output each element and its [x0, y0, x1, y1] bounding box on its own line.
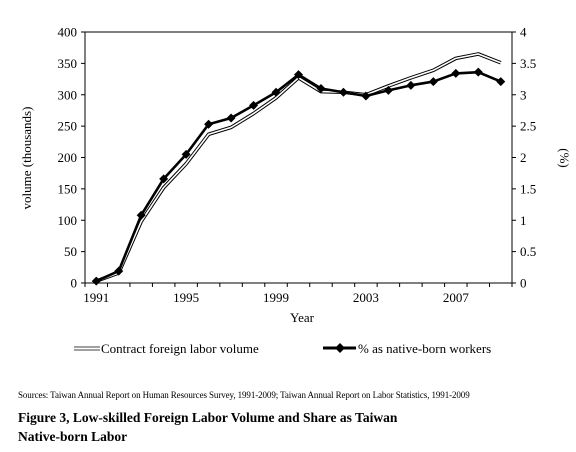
x-tick-label: 2003: [353, 290, 379, 305]
y-tick-label-left: 50: [64, 244, 77, 259]
y-tick-label-right: 0: [520, 276, 527, 291]
data-point-native-born-share: [361, 91, 371, 101]
y-tick-label-right: 4: [520, 25, 527, 40]
data-point-native-born-share: [249, 100, 259, 110]
data-point-native-born-share: [114, 266, 124, 276]
y-tick-label-right: 3.5: [520, 56, 536, 71]
data-point-native-born-share: [294, 70, 303, 80]
data-point-native-born-share: [226, 113, 236, 123]
y-tick-label-left: 200: [58, 150, 78, 165]
data-point-native-born-share: [496, 77, 506, 87]
legend-label-contract-foreign-labor: Contract foreign labor volume: [101, 341, 259, 356]
data-point-native-born-share: [91, 276, 101, 286]
y-tick-label-right: 2: [520, 150, 527, 165]
data-point-native-born-share: [473, 67, 483, 77]
y-tick-label-left: 400: [58, 25, 78, 40]
source-note: Sources: Taiwan Annual Report on Human R…: [18, 390, 470, 400]
x-tick-label: 1995: [173, 290, 199, 305]
figure-caption-line-2: Native-born Labor: [18, 429, 128, 444]
x-axis-label: Year: [290, 310, 315, 325]
y-tick-label-left: 150: [58, 181, 78, 196]
y-tick-label-left: 350: [58, 56, 78, 71]
figure-caption: Figure 3, Low-skilled Foreign Labor Volu…: [18, 408, 538, 446]
figure-caption-line-1: Figure 3, Low-skilled Foreign Labor Volu…: [18, 410, 398, 425]
legend: Contract foreign labor volume % as nativ…: [74, 341, 491, 356]
data-point-native-born-share: [451, 68, 461, 78]
y-tick-label-right: 1.5: [520, 181, 536, 196]
x-tick-label: 1999: [263, 290, 289, 305]
data-point-native-born-share: [181, 149, 191, 159]
y-tick-label-left: 300: [58, 87, 78, 102]
y-axis-label-left: volume (thousands): [19, 107, 34, 210]
y-axis-label-right: (%): [557, 148, 572, 168]
y-tick-label-left: 0: [71, 276, 78, 291]
data-point-native-born-share: [204, 119, 214, 129]
y-tick-label-right: 0.5: [520, 244, 536, 259]
series-line-contract-foreign-labor-inner: [95, 53, 502, 282]
data-point-native-born-share: [316, 83, 326, 93]
y-tick-label-right: 3: [520, 87, 527, 102]
series-line-contract-foreign-labor: [95, 52, 502, 283]
data-point-native-born-share: [406, 80, 416, 90]
data-point-native-born-share: [428, 77, 438, 87]
data-point-native-born-share: [136, 210, 146, 220]
data-point-native-born-share: [159, 174, 169, 184]
y-tick-label-right: 2.5: [520, 119, 536, 134]
y-tick-label-left: 100: [58, 213, 78, 228]
x-tick-label: 1991: [83, 290, 109, 305]
plot-frame: [84, 31, 513, 284]
x-tick-label: 2007: [443, 290, 470, 305]
y-tick-label-right: 1: [520, 213, 527, 228]
legend-item-contract-foreign-labor: Contract foreign labor volume: [74, 341, 259, 356]
data-point-native-born-share: [271, 87, 281, 97]
y-tick-label-left: 250: [58, 119, 78, 134]
data-point-native-born-share: [383, 85, 393, 95]
series-line-native-born-share: [95, 70, 502, 283]
data-point-native-born-share: [338, 87, 348, 97]
legend-label-native-born-share: % as native-born workers: [358, 341, 491, 356]
legend-item-native-born-share: % as native-born workers: [323, 341, 491, 356]
